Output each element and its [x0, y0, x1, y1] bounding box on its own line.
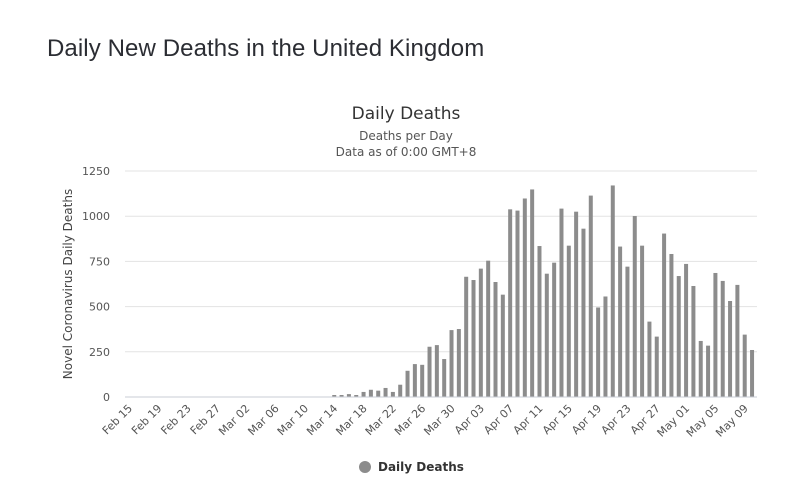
- bar[interactable]: [537, 246, 542, 397]
- bar[interactable]: [698, 340, 703, 397]
- bar[interactable]: [552, 262, 557, 397]
- bar[interactable]: [559, 208, 564, 397]
- x-tick-label: Mar 22: [363, 402, 399, 438]
- bar[interactable]: [449, 330, 454, 397]
- bar[interactable]: [420, 364, 425, 397]
- bar[interactable]: [742, 334, 747, 397]
- bar[interactable]: [383, 387, 388, 397]
- y-tick-label: 750: [89, 255, 110, 268]
- bar[interactable]: [574, 211, 579, 397]
- bar[interactable]: [427, 346, 432, 397]
- bar[interactable]: [398, 384, 403, 397]
- bar[interactable]: [500, 294, 505, 397]
- bar[interactable]: [478, 268, 483, 397]
- bar[interactable]: [354, 395, 359, 397]
- bar[interactable]: [339, 395, 344, 397]
- bars: [332, 185, 755, 398]
- bar[interactable]: [332, 395, 337, 397]
- bar[interactable]: [405, 370, 410, 397]
- y-tick-label: 250: [89, 346, 110, 359]
- y-axis-label: Novel Coronavirus Daily Deaths: [61, 189, 75, 379]
- x-tick-label: Apr 19: [569, 402, 604, 437]
- bar[interactable]: [654, 336, 659, 397]
- bar[interactable]: [647, 321, 652, 397]
- x-tick-label: Feb 15: [100, 402, 135, 437]
- bar[interactable]: [515, 210, 520, 397]
- y-axis-ticks: 0 250 500 750 1000 1250: [82, 165, 110, 404]
- bar[interactable]: [581, 228, 586, 397]
- bar[interactable]: [735, 284, 740, 397]
- chart-subtitle-line-2: Data as of 0:00 GMT+8: [336, 145, 477, 159]
- bar[interactable]: [750, 349, 755, 397]
- chart-title: Daily Deaths: [352, 104, 461, 124]
- bar[interactable]: [728, 301, 733, 397]
- bar[interactable]: [522, 198, 527, 397]
- bar[interactable]: [625, 266, 630, 397]
- bar[interactable]: [640, 245, 645, 397]
- page-title: Daily New Deaths in the United Kingdom: [47, 35, 485, 62]
- x-tick-label: Mar 26: [392, 402, 428, 438]
- legend[interactable]: Daily Deaths: [359, 460, 464, 474]
- bar[interactable]: [530, 189, 535, 397]
- chart-subtitle-line-1: Deaths per Day: [359, 129, 453, 143]
- bar[interactable]: [706, 345, 711, 397]
- x-tick-label: Apr 15: [540, 402, 575, 437]
- bar[interactable]: [456, 329, 461, 397]
- bar[interactable]: [596, 307, 601, 398]
- x-tick-label: Apr 11: [511, 402, 546, 437]
- bar[interactable]: [493, 282, 498, 397]
- x-tick-label: Feb 19: [129, 402, 164, 437]
- bar[interactable]: [486, 260, 491, 397]
- bar[interactable]: [566, 245, 571, 397]
- y-tick-label: 1250: [82, 165, 110, 178]
- y-tick-label: 500: [89, 301, 110, 314]
- bar[interactable]: [662, 233, 667, 397]
- bar[interactable]: [412, 364, 417, 397]
- bar[interactable]: [464, 276, 469, 397]
- bar[interactable]: [603, 296, 608, 397]
- x-tick-label: May 09: [713, 402, 751, 440]
- bar[interactable]: [368, 389, 373, 397]
- bar[interactable]: [684, 263, 689, 397]
- bar[interactable]: [442, 359, 447, 397]
- y-tick-label: 0: [103, 391, 110, 404]
- x-tick-label: Mar 06: [245, 402, 281, 438]
- gridlines: [125, 170, 757, 353]
- x-tick-label: Apr 03: [452, 402, 487, 437]
- bar[interactable]: [361, 391, 366, 397]
- bar[interactable]: [588, 195, 593, 397]
- bar[interactable]: [720, 280, 725, 397]
- bar[interactable]: [618, 246, 623, 397]
- y-tick-label: 1000: [82, 210, 110, 223]
- bar[interactable]: [632, 216, 637, 397]
- bar[interactable]: [471, 280, 476, 397]
- legend-marker-daily-deaths: [359, 461, 371, 473]
- x-tick-label: Mar 30: [421, 402, 457, 438]
- x-tick-label: Feb 23: [158, 402, 193, 437]
- x-tick-label: Apr 23: [599, 402, 634, 437]
- x-tick-label: Mar 14: [304, 402, 340, 438]
- bar[interactable]: [713, 272, 718, 397]
- bar[interactable]: [376, 390, 381, 397]
- x-tick-label: Mar 10: [275, 402, 311, 438]
- bar[interactable]: [544, 273, 549, 397]
- bar[interactable]: [390, 391, 395, 397]
- bar[interactable]: [669, 253, 674, 397]
- bar[interactable]: [346, 394, 351, 397]
- bar[interactable]: [610, 185, 615, 397]
- x-tick-label: Apr 07: [481, 402, 516, 437]
- x-tick-label: Mar 02: [216, 402, 252, 438]
- bar[interactable]: [508, 209, 513, 397]
- bar[interactable]: [434, 345, 439, 397]
- legend-label-daily-deaths[interactable]: Daily Deaths: [378, 460, 464, 474]
- bar[interactable]: [691, 285, 696, 397]
- x-tick-label: Mar 18: [333, 402, 369, 438]
- bar[interactable]: [676, 276, 681, 397]
